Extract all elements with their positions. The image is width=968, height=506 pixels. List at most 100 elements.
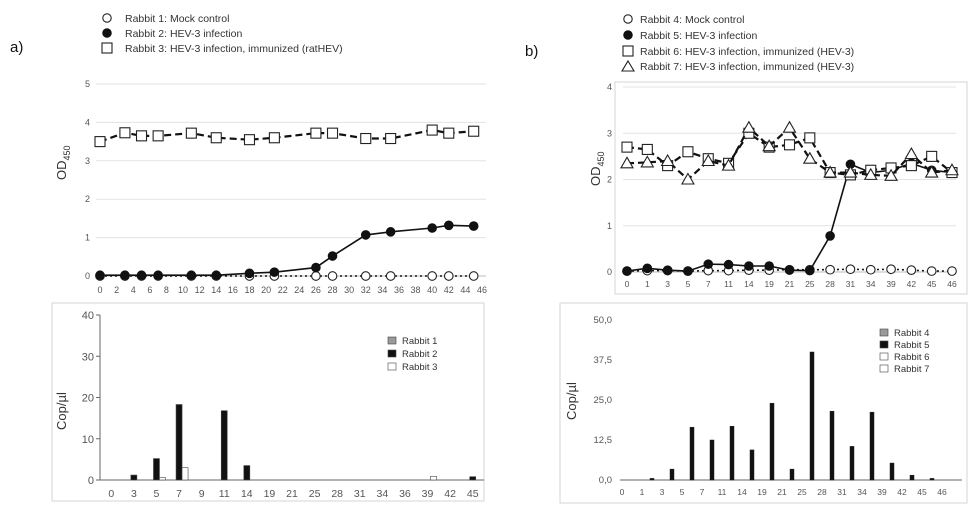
bar [689,426,695,481]
x-tick-label: 25 [309,488,321,500]
x-tick-label: 9 [199,488,205,500]
legend-marker-circle-open-icon [623,14,633,24]
data-point-circle-filled [443,220,454,231]
data-point-square-open [185,127,197,139]
x-tick-label: 14 [211,285,221,295]
gridlines [623,86,956,227]
y-tick-label: 1 [85,233,90,243]
y-tick-label: 0 [85,271,90,281]
panel-a-bottom-ylabel: Cop/µl [54,392,69,430]
bar [153,458,160,481]
y-tick-label: 40 [82,310,94,322]
data-point-square-open [243,134,256,146]
panel-b-bottom-chart: Cop/µl 0,0 12,5 25,0 37,5 50,0 0 1 3 5 7 11 14 19 21… [559,302,968,504]
y-tick-label: 50,0 [594,315,613,326]
plot-frame [614,81,968,295]
legend-marker-circle-filled-icon [623,30,633,40]
data-point-square-open [210,132,222,144]
x-tick-label: 10 [178,285,188,295]
panel-a-label: a) [10,39,23,56]
y-tick-label: 5 [85,79,90,89]
y-tick-labels: 0 1 2 3 4 5 [85,79,90,281]
bar [159,477,166,481]
x-tick-label: 31 [846,279,856,289]
bar-legend: Rabbit 1 Rabbit 2 Rabbit 3 [387,336,437,373]
data-point-circle-filled [269,267,280,277]
panel-b-label: b) [525,43,538,60]
data-point-circle-open [443,271,454,281]
bars-group [649,351,935,481]
data-point-square-open [783,139,796,151]
y-tick-labels: 0 10 20 30 40 [82,310,100,487]
legend-label: Rabbit 6 [894,352,929,363]
data-point-square-open [468,125,480,137]
legend-label: Rabbit 1 [402,336,437,347]
panel-b-bottom-ylabel: Cop/µl [564,382,579,420]
data-point-triangle-open [782,120,797,133]
data-point-circle-filled [723,259,734,270]
x-tick-label: 24 [294,285,304,295]
bar [769,402,775,481]
data-point-circle-filled [153,270,163,281]
data-point-circle-open [311,271,321,281]
bar [430,475,437,481]
x-tick-label: 34 [866,279,876,289]
y-tick-label: 0,0 [599,475,612,486]
data-point-circle-filled [211,270,222,281]
data-point-square-open [926,150,938,162]
panel-a-bottom-chart: Cop/µl 0 10 20 30 40 0 3 5 7 9 11 14 19 21 25 28 31 34 36… [51,302,485,502]
y-tick-label: 3 [85,156,90,166]
legend-label: Rabbit 7 [894,364,929,375]
x-tick-label: 3 [131,488,137,500]
legend-swatch-black-icon [879,340,889,349]
series-group [620,120,959,276]
bar [669,468,675,481]
data-point-circle-filled [427,223,437,233]
x-tick-label: 1 [645,279,650,289]
x-tick-label: 34 [377,488,389,500]
series-line [626,131,953,176]
legend-swatch-black-icon [387,349,397,358]
data-point-circle-open [468,271,479,281]
x-tick-label: 36 [399,488,411,500]
data-point-circle-open [947,266,957,276]
data-point-triangle-open [660,153,675,167]
x-tick-label: 19 [764,279,774,289]
y-tick-label: 12,5 [594,435,613,446]
bar [829,410,835,481]
x-tick-label: 14 [744,279,754,289]
x-tick-label: 28 [328,285,338,295]
x-tick-label: 31 [837,487,847,497]
y-tick-label: 30 [82,351,94,363]
data-point-circle-filled [622,266,632,276]
x-tick-label: 21 [785,279,795,289]
x-tick-label: 0 [108,488,114,500]
series-line [100,224,474,277]
legend-label: Rabbit 5 [894,340,929,351]
x-tick-label: 42 [444,285,454,295]
data-point-circle-filled [95,270,105,281]
legend-label: Rabbit 4: Mock control [640,14,744,26]
bar-legend: Rabbit 4 Rabbit 5 Rabbit 6 Rabbit 7 [879,328,929,375]
plot-frame [51,302,485,502]
data-point-circle-open [845,264,856,275]
y-tick-label: 10 [82,434,94,446]
y-tick-label: 4 [607,82,612,92]
series-line [626,125,953,181]
x-tick-label: 18 [244,285,254,295]
data-point-circle-filled [703,259,714,269]
x-tick-label: 42 [444,488,456,500]
data-point-circle-open [865,264,876,275]
x-tick-labels: 0 1 3 5 7 11 14 19 21 25 28 31 34 39 42 45 46 [625,279,957,289]
y-tick-label: 4 [85,117,90,127]
x-tick-label: 19 [264,488,276,500]
data-point-square-open [135,130,148,142]
data-point-square-open [360,132,372,145]
data-point-square-open [94,136,106,148]
panel-b-legend: Rabbit 4: Mock control Rabbit 5: HEV-3 i… [621,14,854,73]
data-point-circle-filled [120,270,130,281]
data-point-circle-filled [683,266,693,276]
legend-label: Rabbit 5: HEV-3 infection [640,30,757,42]
